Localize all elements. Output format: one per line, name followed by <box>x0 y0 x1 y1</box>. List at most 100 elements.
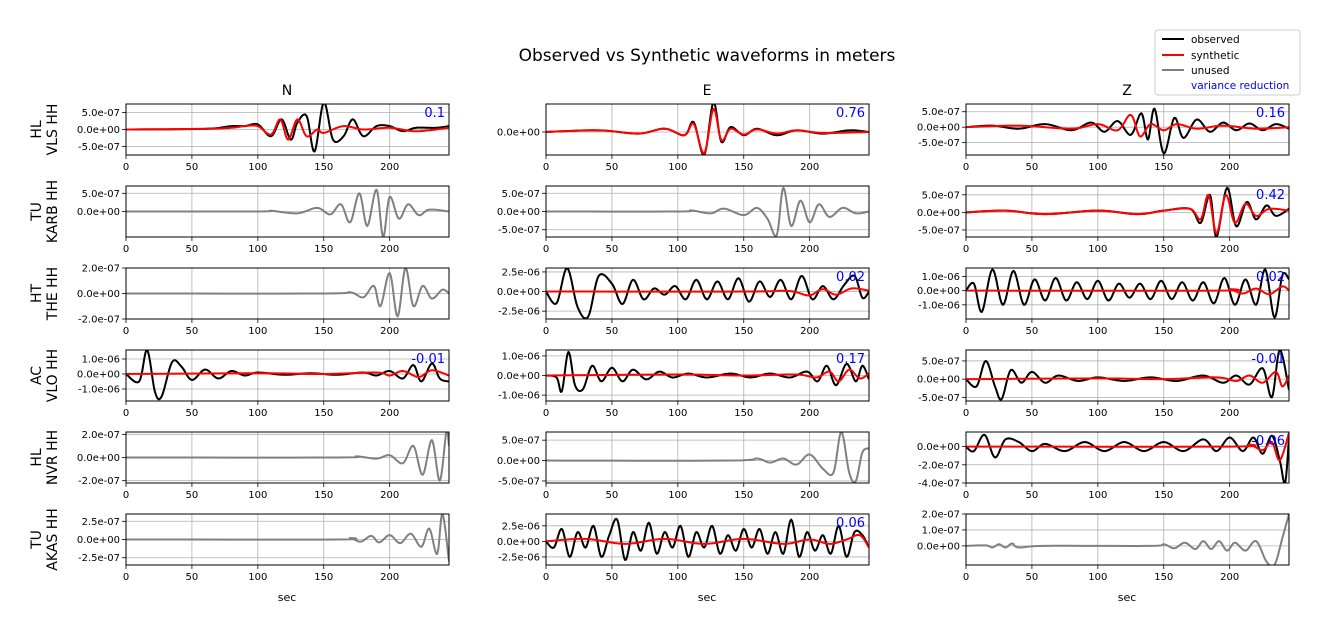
x-tick-label: 150 <box>314 326 333 337</box>
y-tick-label: 0.0e+00 <box>917 541 960 552</box>
panel-vlo-hh-z: 5.0e-07 0.0e+00 -5.0e-070 50 100 150 200 -0.01 <box>917 349 1290 419</box>
y-tick-label: 5.0e-07 <box>922 107 960 118</box>
x-tick-label: 0 <box>543 326 549 337</box>
x-tick-label: 0 <box>123 162 129 173</box>
synthetic-waveform <box>966 193 1289 235</box>
x-tick-label: 100 <box>668 326 687 337</box>
panel-vls-hh-n: 5.0e-07 0.0e+00 -5.0e-070 50 100 150 200 0.1 <box>77 103 450 173</box>
station-code-label: KARB HH <box>45 180 61 243</box>
x-tick-label: 150 <box>314 162 333 173</box>
x-tick-label: 0 <box>543 490 549 501</box>
observed-waveform <box>966 350 1289 401</box>
variance-reduction-value: 0.17 <box>836 352 865 367</box>
x-tick-label: 0 <box>123 572 129 583</box>
y-tick-label: 0.0e+00 <box>77 207 120 218</box>
y-tick-label: -2.0e-07 <box>918 460 960 471</box>
unused-waveform <box>126 188 449 237</box>
x-tick-label: 100 <box>668 572 687 583</box>
panel-vlo-hh-n: 1.0e-06 0.0e+00 -1.0e-06 0 50 100 150 200 -0.01 <box>77 349 450 419</box>
x-tick-label: 0 <box>963 326 969 337</box>
station-code-label: VLO HH <box>45 349 61 402</box>
y-tick-label: 5.0e-07 <box>502 436 540 447</box>
axes-frame <box>125 349 450 402</box>
x-tick-label: 100 <box>1088 572 1107 583</box>
x-tick-label: 200 <box>380 244 399 255</box>
x-tick-label: 200 <box>800 490 819 501</box>
unused-waveform <box>966 514 1289 565</box>
y-tick-label: -2.5e-06 <box>498 552 540 563</box>
y-tick-label: 0.0e+00 <box>77 535 120 546</box>
y-tick-label: 0.0e+00 <box>917 208 960 219</box>
axes-frame <box>545 513 870 566</box>
x-tick-label: 50 <box>186 244 199 255</box>
variance-reduction-value: -0.01 <box>1251 352 1285 367</box>
panel-the-hh-e: 2.5e-06 0.0e+00 -2.5e-060 50 100 150 200 0.02 <box>497 267 870 337</box>
observed-waveform <box>546 104 869 155</box>
y-tick-label: 0.0e+00 <box>77 125 120 136</box>
x-tick-label: 100 <box>1088 408 1107 419</box>
y-tick-label: 0.0e+00 <box>77 370 120 381</box>
y-tick-label: 2.0e-07 <box>922 510 960 521</box>
column-title-e: E <box>703 83 712 99</box>
y-tick-label: -5.0e-07 <box>498 225 540 236</box>
x-tick-label: 100 <box>1088 244 1107 255</box>
x-tick-label: 100 <box>668 244 687 255</box>
y-tick-label: 5.0e-07 <box>922 190 960 201</box>
panel-nvr-hh-e: 5.0e-07 0.0e+00 -5.0e-070 50 100 150 200 <box>497 431 870 501</box>
column-title-n: N <box>282 83 292 99</box>
axes-frame <box>965 349 1290 402</box>
synthetic-waveform <box>966 285 1289 296</box>
station-network-label: HL <box>29 120 45 139</box>
station-network-label: HT <box>29 284 45 304</box>
legend-label-variance-reduction: variance reduction <box>1191 80 1289 92</box>
x-tick-label: 50 <box>606 326 619 337</box>
x-tick-label: 150 <box>1154 244 1173 255</box>
observed-waveform <box>546 517 869 562</box>
panel-vlo-hh-e: 1.0e-06 0.0e+00 -1.0e-060 50 100 150 200 0.17 <box>497 349 870 419</box>
y-tick-label: 0.0e+00 <box>497 371 540 382</box>
unused-waveform <box>546 186 869 237</box>
x-tick-label: 200 <box>1220 326 1239 337</box>
y-tick-label: 2.0e-07 <box>82 430 120 441</box>
y-tick-label: -5.0e-07 <box>918 225 960 236</box>
x-tick-label: 100 <box>1088 162 1107 173</box>
x-tick-label: 0 <box>123 490 129 501</box>
y-tick-label: 0.0e+00 <box>917 442 960 453</box>
x-tick-label: 100 <box>248 490 267 501</box>
y-tick-label: 2.5e-06 <box>502 267 540 278</box>
legend-label-unused: unused <box>1191 65 1230 77</box>
x-tick-label: 0 <box>543 408 549 419</box>
variance-reduction-value: 0.42 <box>1256 188 1285 203</box>
x-tick-label: 0 <box>123 326 129 337</box>
legend-label-observed: observed <box>1191 34 1240 46</box>
x-tick-label: 100 <box>668 162 687 173</box>
x-tick-label: 100 <box>248 244 267 255</box>
unused-waveform <box>546 432 869 483</box>
x-tick-label: 100 <box>668 490 687 501</box>
observed-waveform <box>966 433 1289 483</box>
y-tick-label: 5.0e-07 <box>82 108 120 119</box>
x-tick-label: 150 <box>1154 162 1173 173</box>
station-network-label: AC <box>29 366 45 385</box>
x-tick-label: 100 <box>1088 326 1107 337</box>
x-tick-label: 0 <box>963 408 969 419</box>
panel-nvr-hh-n: 2.0e-07 0.0e+00 -2.0e-070 50 100 150 200 <box>77 430 450 501</box>
y-tick-label: -5.0e-07 <box>498 476 540 487</box>
x-tick-label: 0 <box>123 244 129 255</box>
x-tick-label: 150 <box>734 572 753 583</box>
y-tick-label: 5.0e-07 <box>82 189 120 200</box>
x-tick-label: 50 <box>606 162 619 173</box>
x-tick-label: 150 <box>734 162 753 173</box>
x-tick-label: 200 <box>1220 408 1239 419</box>
y-tick-label: 1.0e-06 <box>922 272 960 283</box>
x-tick-label: 200 <box>1220 244 1239 255</box>
axes-frame <box>965 185 1290 238</box>
x-tick-label: 200 <box>380 162 399 173</box>
x-tick-label: 50 <box>186 572 199 583</box>
axes-frame <box>545 431 870 484</box>
panel-karb-hh-z: 5.0e-07 0.0e+00 -5.0e-070 50 100 150 200 0.42 <box>917 185 1290 255</box>
station-network-label: TU <box>29 202 45 222</box>
y-tick-label: 2.0e-07 <box>82 264 120 275</box>
synthetic-waveform <box>126 118 449 141</box>
x-tick-label: 50 <box>606 244 619 255</box>
